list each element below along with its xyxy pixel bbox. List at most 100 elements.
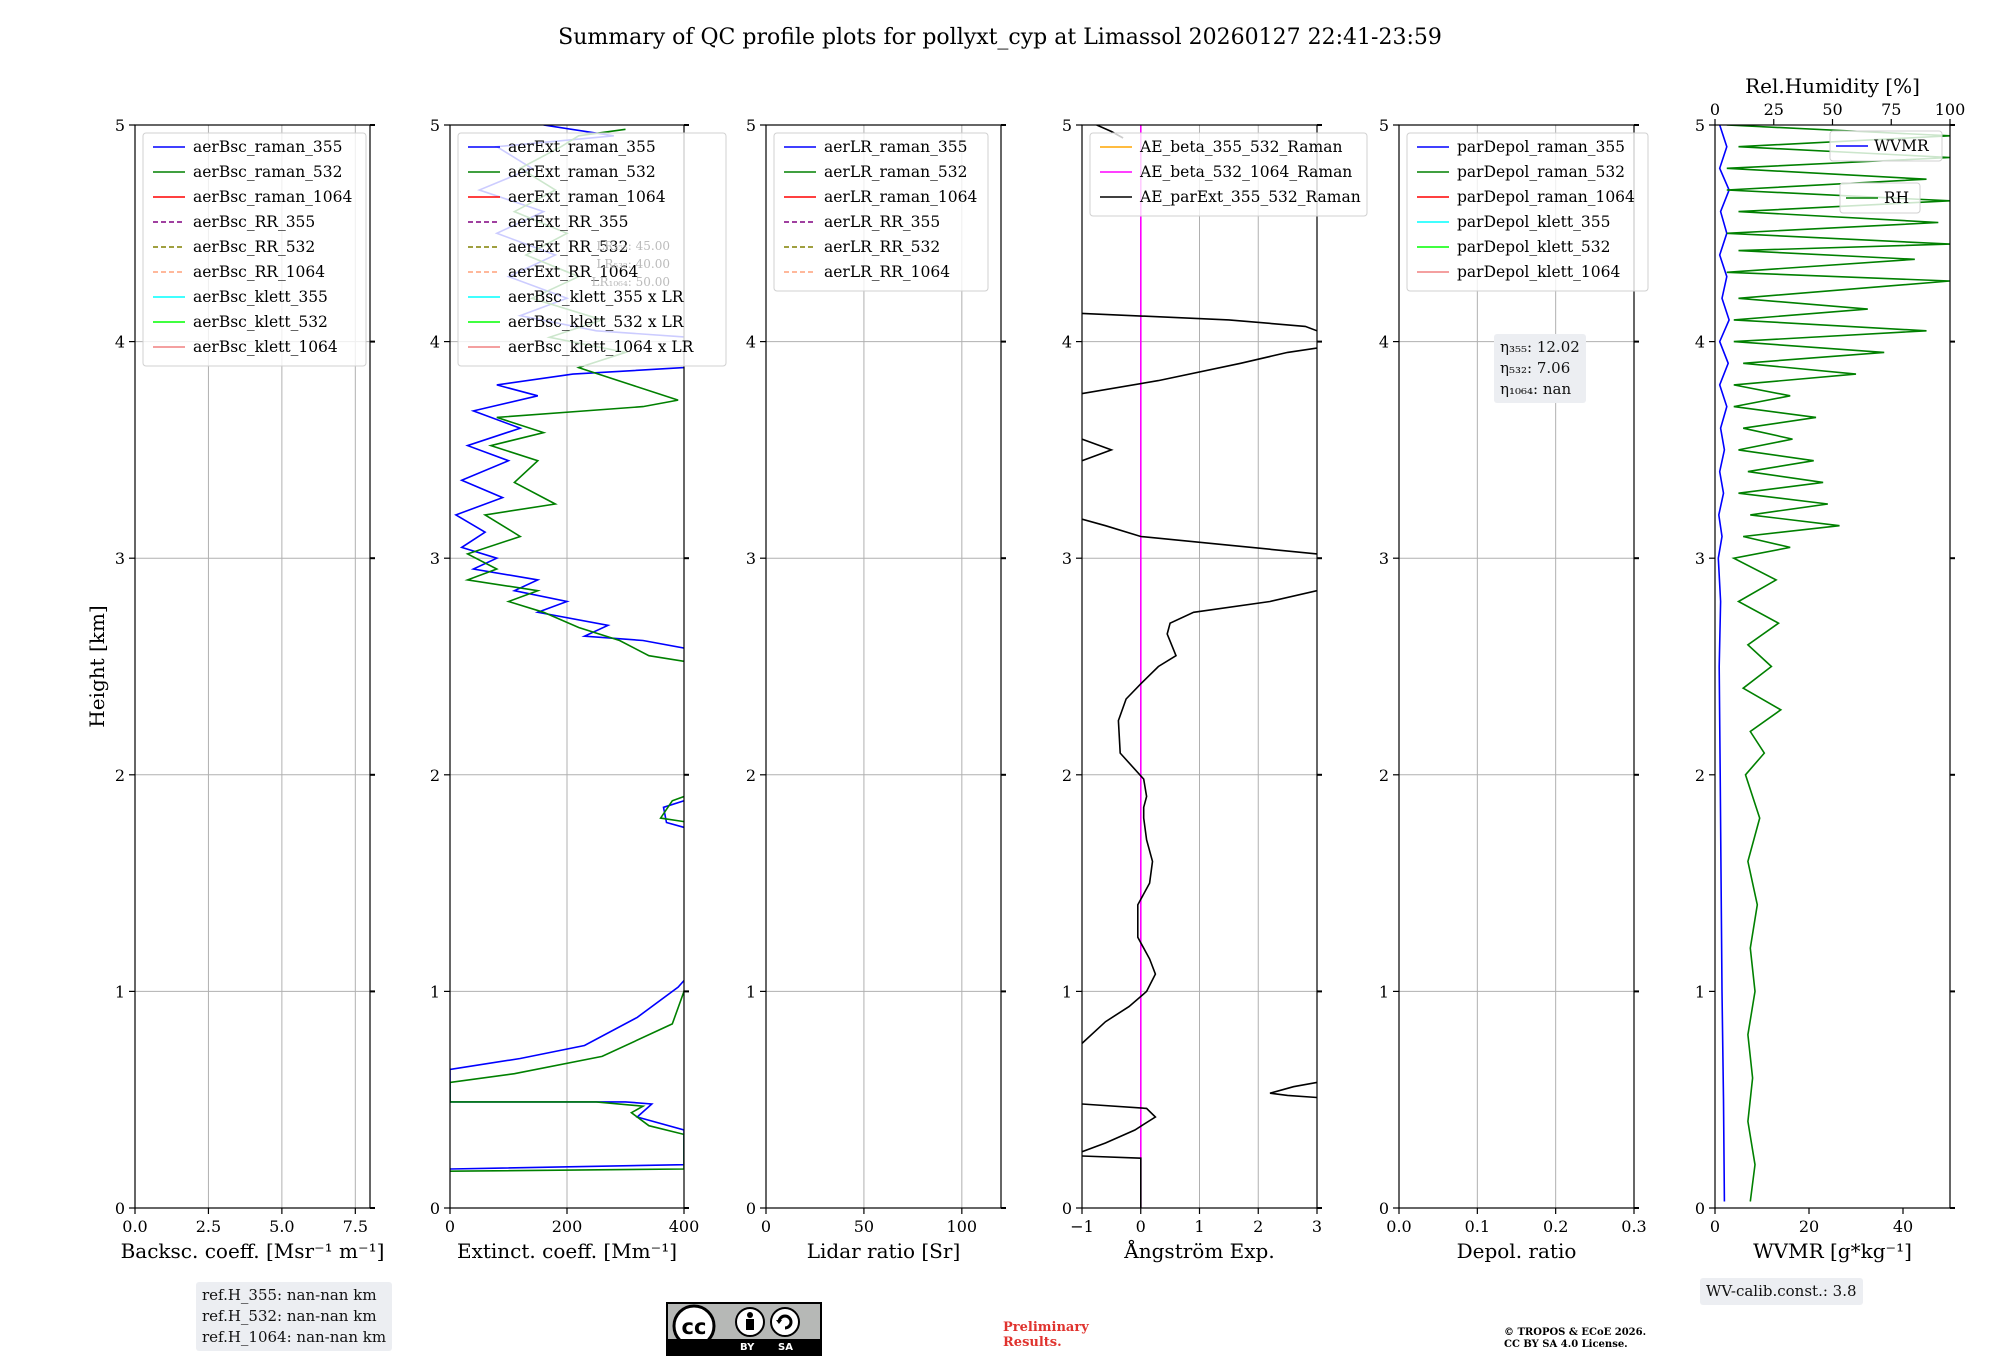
lidar_ratio-ytick-label: 3 (746, 549, 756, 568)
depol-legend-label: parDepol_raman_1064 (1457, 188, 1635, 206)
extinction-ytick-label: 0 (430, 1199, 440, 1218)
preliminary-line-1: Preliminary (1003, 1320, 1089, 1335)
lidar_ratio-ytick-label: 0 (746, 1199, 756, 1218)
depol-legend-label: parDepol_klett_532 (1457, 238, 1610, 256)
cc-symbol-text: cc (682, 1315, 707, 1339)
angstrom-xlabel: Ångström Exp. (1123, 1238, 1274, 1263)
wvmr_rh-axes-frame (1714, 124, 1951, 1209)
depol-xtick-label: 0.3 (1621, 1217, 1646, 1236)
angstrom-series-line (1082, 518, 1317, 555)
lidar_ratio-legend-label: aerLR_RR_355 (824, 213, 940, 231)
angstrom-series-line (1082, 438, 1114, 462)
wv-calib-text: WV-calib.const.: 3.8 (1706, 1282, 1857, 1300)
depol-legend-label: parDepol_raman_532 (1457, 163, 1625, 181)
wvmr_rh-xtick-label: 40 (1893, 1217, 1913, 1236)
depol-ytick-label: 5 (1379, 116, 1389, 135)
backscatter-ytick-label: 4 (115, 333, 125, 352)
angstrom-series-line (1082, 589, 1317, 1044)
backscatter-ytick-label: 3 (115, 549, 125, 568)
wvmr_rh-series-line (1717, 125, 1730, 1202)
cc-license-icon: cc (672, 1304, 800, 1348)
angstrom-xtick-label: 3 (1312, 1217, 1322, 1236)
extinction-legend-label: aerExt_RR_1064 (508, 263, 639, 281)
lidar_ratio-xtick-label: 0 (761, 1217, 771, 1236)
wvmr_rh-legend-box-wvmr (1829, 130, 1943, 162)
angstrom-legend-label: AE_beta_532_1064_Raman (1139, 163, 1352, 181)
extinction-legend-label: aerBsc_klett_532 x LR (508, 313, 685, 331)
depol-axes-frame (1398, 124, 1635, 1209)
wvmr_rh-ytick-label: 0 (1695, 1199, 1705, 1218)
extinction-legend-label: aerExt_RR_532 (508, 238, 629, 256)
extinction-legend-box (457, 132, 727, 367)
refh-355-text: ref.H_355: nan-nan km (202, 1286, 377, 1304)
extinction-legend-label: aerBsc_klett_355 x LR (508, 288, 685, 306)
depol-legend-label: parDepol_klett_1064 (1457, 263, 1620, 281)
cc-license-badge: cc BY SA (666, 1302, 822, 1356)
lidar_ratio-legend-label: aerLR_RR_1064 (824, 263, 950, 281)
wvmr_rh-xlabel: WVMR [g*kg⁻¹] (1753, 1239, 1912, 1263)
backscatter-legend-label: aerBsc_raman_355 (193, 138, 343, 156)
backscatter-legend-box (142, 132, 367, 367)
reference-height-box: ref.H_355: nan-nan km ref.H_532: nan-nan… (196, 1282, 393, 1351)
wvmr_rh-ytick-label: 4 (1695, 333, 1705, 352)
copyright-line-1: © TROPOS & ECoE 2026. (1504, 1327, 1647, 1338)
backscatter-legend-label: aerBsc_klett_355 (193, 288, 328, 306)
lidar_ratio-xtick-label: 100 (947, 1217, 978, 1236)
extinction-legend-label: aerExt_raman_355 (508, 138, 656, 156)
backscatter-xtick-label: 7.5 (343, 1217, 368, 1236)
angstrom-series-line (1082, 1103, 1157, 1153)
lidar_ratio-ytick-label: 1 (746, 982, 756, 1001)
angstrom-ytick-label: 0 (1062, 1199, 1072, 1218)
angstrom-series-line (1082, 312, 1317, 332)
lidar_ratio-legend-label: aerLR_RR_532 (824, 238, 940, 256)
wvmr_rh-ytick-label: 5 (1695, 116, 1705, 135)
extinction-legend-label: aerBsc_klett_1064 x LR (508, 338, 695, 356)
depol-xtick-label: 0.2 (1543, 1217, 1568, 1236)
lidar_ratio-ytick-label: 5 (746, 116, 756, 135)
eta-info-box: η₃₅₅: 12.02 η₅₃₂: 7.06 η₁₀₆₄: nan (1494, 334, 1586, 403)
depol-ytick-label: 2 (1379, 766, 1389, 785)
wvmr_rh-top-xtick-label: 100 (1935, 100, 1966, 119)
extinction-xlabel: Extinct. coeff. [Mm⁻¹] (457, 1239, 677, 1263)
extinction-ytick-label: 2 (430, 766, 440, 785)
depol-xtick-label: 0.1 (1465, 1217, 1490, 1236)
backscatter-xtick-label: 0.0 (122, 1217, 147, 1236)
backscatter-ytick-label: 2 (115, 766, 125, 785)
wvmr_rh-legend-box-rh (1839, 182, 1921, 214)
extinction-legend-label: aerExt_RR_355 (508, 213, 629, 231)
extinction-ytick-label: 3 (430, 549, 440, 568)
lidar_ratio-xtick-label: 50 (854, 1217, 874, 1236)
depol-legend-label: parDepol_raman_355 (1457, 138, 1625, 156)
angstrom-series-line (1082, 1155, 1142, 1208)
backscatter-xlabel: Backsc. coeff. [Msr⁻¹ m⁻¹] (121, 1239, 385, 1263)
depol-legend-label: parDepol_klett_355 (1457, 213, 1610, 231)
wvmr_rh-legend-label-rh: RH (1884, 189, 1909, 207)
figure-title: Summary of QC profile plots for pollyxt_… (558, 25, 1442, 50)
angstrom-series-line (1082, 347, 1317, 395)
preliminary-line-2: Results. (1003, 1335, 1062, 1350)
angstrom-legend-label: AE_parExt_355_532_Raman (1139, 188, 1361, 206)
lidar_ratio-axes-frame (765, 124, 1002, 1209)
angstrom-xtick-label: −1 (1070, 1217, 1094, 1236)
by-person-icon (747, 1312, 753, 1318)
preliminary-results-note: Preliminary Results. (1003, 1320, 1089, 1350)
cc-by-label: BY (740, 1342, 755, 1353)
lidar_ratio-ytick-label: 2 (746, 766, 756, 785)
wvmr_rh-xtick-label: 0 (1710, 1217, 1720, 1236)
extinction-lr-annotation: LR₃₅₅: 45.00 (596, 239, 670, 253)
wvmr_rh-ytick-label: 3 (1695, 549, 1705, 568)
eta-1064-text: η₁₀₆₄: nan (1500, 380, 1572, 398)
extinction-ytick-label: 5 (430, 116, 440, 135)
wvmr_rh-top-xtick-label: 25 (1764, 100, 1784, 119)
backscatter-ytick-label: 5 (115, 116, 125, 135)
backscatter-legend-label: aerBsc_raman_1064 (193, 188, 353, 206)
depol-legend-box (1406, 132, 1649, 292)
eta-355-text: η₃₅₅: 12.02 (1500, 338, 1580, 356)
backscatter-legend-label: aerBsc_RR_1064 (193, 263, 325, 281)
eta-532-text: η₅₃₂: 7.06 (1500, 359, 1571, 377)
angstrom-ytick-label: 3 (1062, 549, 1072, 568)
extinction-xtick-label: 400 (669, 1217, 700, 1236)
wvmr_rh-legend-label-wvmr: WVMR (1874, 137, 1930, 155)
angstrom-ytick-label: 4 (1062, 333, 1072, 352)
